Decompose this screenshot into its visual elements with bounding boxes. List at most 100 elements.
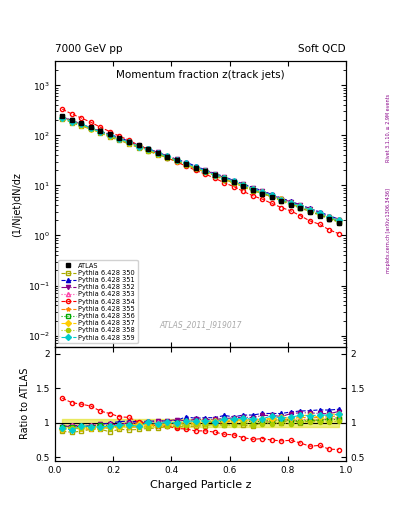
Pythia 6.428 356 — [155, 151, 160, 157]
Pythia 6.428 352 — [79, 121, 84, 127]
Pythia 6.428 358 — [279, 198, 284, 204]
Text: Rivet 3.1.10, ≥ 2.9M events: Rivet 3.1.10, ≥ 2.9M events — [386, 94, 391, 162]
Pythia 6.428 359 — [308, 207, 312, 213]
Pythia 6.428 357 — [79, 122, 84, 128]
Pythia 6.428 354 — [308, 218, 312, 224]
Pythia 6.428 355 — [241, 182, 246, 188]
Pythia 6.428 357 — [212, 172, 217, 178]
Pythia 6.428 352 — [193, 163, 198, 169]
Pythia 6.428 355 — [231, 179, 236, 185]
Pythia 6.428 358 — [241, 183, 246, 189]
Pythia 6.428 353 — [60, 114, 64, 120]
Pythia 6.428 357 — [231, 179, 236, 185]
Pythia 6.428 355 — [108, 133, 112, 139]
Pythia 6.428 355 — [212, 172, 217, 178]
Text: ATLAS_2011_I919017: ATLAS_2011_I919017 — [159, 321, 242, 330]
Pythia 6.428 350 — [327, 215, 331, 221]
Pythia 6.428 354 — [127, 137, 131, 143]
Pythia 6.428 351 — [279, 195, 284, 201]
Pythia 6.428 351 — [270, 191, 274, 198]
Pythia 6.428 356 — [250, 186, 255, 193]
Pythia 6.428 351 — [117, 135, 122, 141]
Pythia 6.428 357 — [127, 140, 131, 146]
Pythia 6.428 358 — [288, 202, 293, 208]
Pythia 6.428 358 — [165, 155, 169, 161]
Pythia 6.428 353 — [336, 219, 341, 225]
Text: Soft QCD: Soft QCD — [298, 44, 346, 54]
Pythia 6.428 357 — [136, 143, 141, 149]
Pythia 6.428 357 — [184, 161, 189, 167]
Pythia 6.428 352 — [231, 178, 236, 184]
Pythia 6.428 355 — [70, 118, 74, 124]
Pythia 6.428 359 — [327, 214, 331, 220]
Pythia 6.428 354 — [193, 167, 198, 174]
Pythia 6.428 353 — [108, 132, 112, 138]
Pythia 6.428 356 — [117, 136, 122, 142]
Pythia 6.428 356 — [222, 175, 227, 181]
Pythia 6.428 353 — [184, 161, 189, 167]
Pythia 6.428 353 — [146, 146, 151, 153]
Pythia 6.428 352 — [336, 217, 341, 223]
Pythia 6.428 359 — [165, 153, 169, 159]
Pythia 6.428 359 — [279, 197, 284, 203]
Pythia 6.428 359 — [336, 217, 341, 223]
Pythia 6.428 350 — [270, 194, 274, 200]
Pythia 6.428 353 — [155, 150, 160, 156]
Pythia 6.428 358 — [117, 136, 122, 142]
Line: Pythia 6.428 357: Pythia 6.428 357 — [60, 116, 341, 222]
Line: Pythia 6.428 353: Pythia 6.428 353 — [60, 115, 341, 224]
Pythia 6.428 350 — [222, 177, 227, 183]
Pythia 6.428 350 — [250, 188, 255, 194]
Pythia 6.428 356 — [231, 179, 236, 185]
Pythia 6.428 351 — [298, 202, 303, 208]
Pythia 6.428 350 — [88, 126, 93, 132]
Pythia 6.428 355 — [155, 151, 160, 157]
Pythia 6.428 356 — [288, 201, 293, 207]
Pythia 6.428 357 — [279, 196, 284, 202]
Pythia 6.428 352 — [288, 199, 293, 205]
Pythia 6.428 355 — [270, 193, 274, 199]
Pythia 6.428 359 — [241, 182, 246, 188]
Pythia 6.428 356 — [146, 146, 151, 152]
Pythia 6.428 355 — [60, 115, 64, 121]
Pythia 6.428 350 — [288, 201, 293, 207]
Pythia 6.428 359 — [288, 200, 293, 206]
Pythia 6.428 356 — [193, 164, 198, 170]
Pythia 6.428 353 — [193, 165, 198, 171]
Pythia 6.428 354 — [203, 171, 208, 177]
Pythia 6.428 352 — [270, 192, 274, 198]
Pythia 6.428 353 — [298, 204, 303, 210]
Pythia 6.428 359 — [317, 210, 322, 217]
Pythia 6.428 359 — [136, 143, 141, 150]
Pythia 6.428 351 — [174, 157, 179, 163]
Pythia 6.428 355 — [88, 126, 93, 132]
Pythia 6.428 356 — [308, 208, 312, 214]
X-axis label: Charged Particle z: Charged Particle z — [150, 480, 251, 490]
Pythia 6.428 358 — [336, 220, 341, 226]
Pythia 6.428 350 — [184, 162, 189, 168]
Pythia 6.428 359 — [88, 125, 93, 131]
Pythia 6.428 354 — [165, 155, 169, 161]
Pythia 6.428 354 — [260, 196, 265, 202]
Pythia 6.428 356 — [136, 143, 141, 149]
Pythia 6.428 356 — [336, 219, 341, 225]
Pythia 6.428 356 — [88, 125, 93, 132]
Pythia 6.428 357 — [336, 217, 341, 223]
Pythia 6.428 355 — [117, 136, 122, 142]
Pythia 6.428 356 — [174, 157, 179, 163]
Pythia 6.428 353 — [279, 197, 284, 203]
Pythia 6.428 354 — [88, 119, 93, 125]
Pythia 6.428 351 — [203, 167, 208, 173]
Pythia 6.428 351 — [70, 117, 74, 123]
Pythia 6.428 357 — [327, 214, 331, 220]
Pythia 6.428 355 — [222, 176, 227, 182]
Pythia 6.428 357 — [222, 175, 227, 181]
Pythia 6.428 352 — [146, 146, 151, 152]
Line: Pythia 6.428 352: Pythia 6.428 352 — [60, 115, 341, 222]
Pythia 6.428 353 — [288, 201, 293, 207]
Pythia 6.428 352 — [88, 125, 93, 131]
Pythia 6.428 358 — [193, 165, 198, 171]
Pythia 6.428 356 — [108, 133, 112, 139]
Pythia 6.428 353 — [70, 117, 74, 123]
Pythia 6.428 354 — [117, 133, 122, 139]
